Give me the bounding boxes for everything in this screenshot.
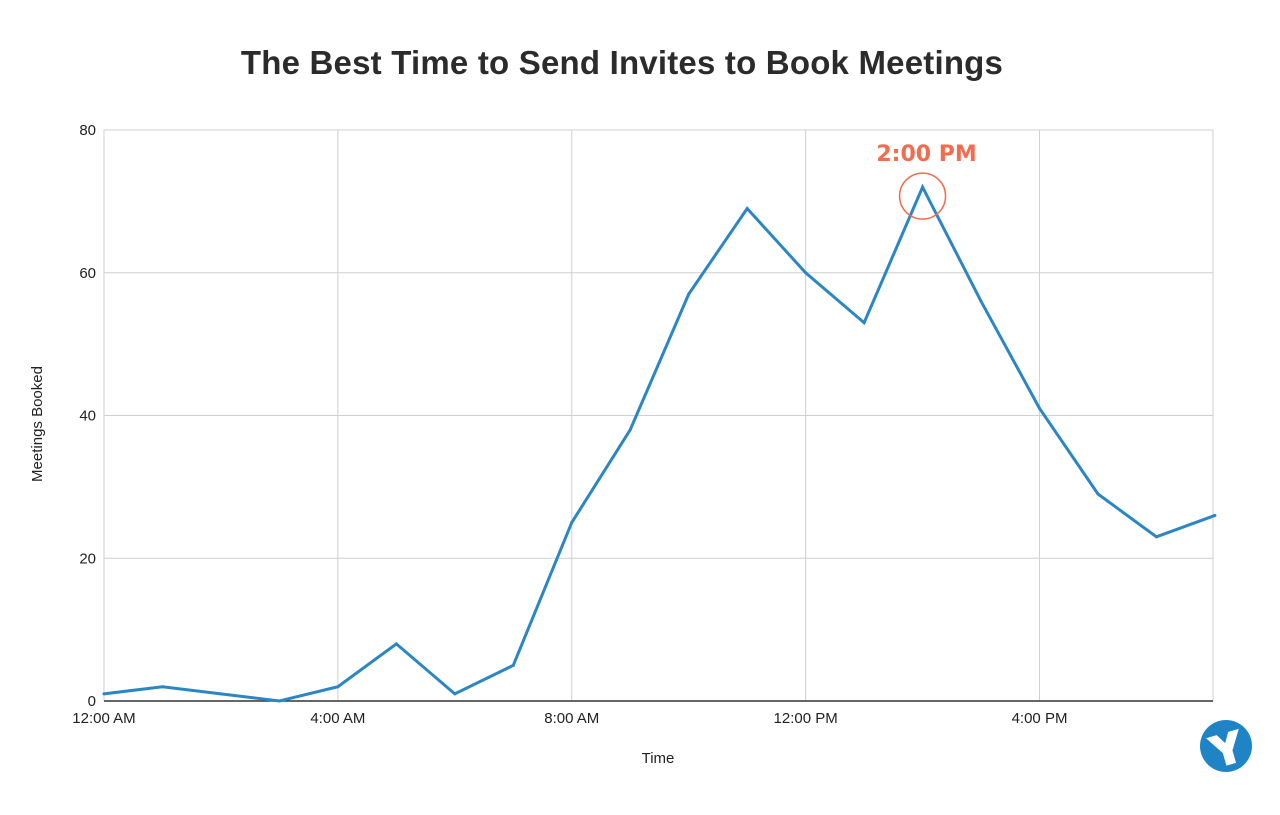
data-point (687, 292, 691, 296)
y-tick-label: 60 (79, 265, 96, 282)
y-tick-label: 20 (79, 550, 96, 567)
x-tick-label: 12:00 AM (72, 710, 135, 727)
data-point (102, 692, 106, 696)
y-axis-title: Meetings Booked (29, 366, 46, 482)
data-point (160, 685, 164, 689)
data-point (394, 642, 398, 646)
annotation-label: 2:00 PM (876, 142, 976, 167)
peak-annotation: 2:00 PM (876, 142, 977, 220)
tick-labels: 0 20 40 60 80 12:00 AM 4:00 AM 8:00 AM 12:00 PM 4… (72, 122, 1067, 727)
y-logo-icon (1200, 720, 1252, 772)
series-line-0 (103, 183, 1216, 703)
series-layer (102, 183, 1217, 703)
data-point (628, 428, 632, 432)
data-point (804, 271, 808, 275)
annotation-circle (898, 172, 947, 220)
y-tick-label: 80 (79, 122, 96, 139)
data-point (862, 321, 866, 325)
data-point (1096, 492, 1100, 496)
data-point (570, 521, 574, 525)
data-point (336, 685, 340, 689)
chart-title: The Best Time to Send Invites to Book Me… (240, 44, 1004, 81)
x-tick-label: 8:00 AM (544, 710, 599, 727)
x-tick-label: 12:00 PM (774, 710, 838, 727)
data-point (745, 207, 749, 211)
data-point (277, 699, 281, 703)
data-point (979, 299, 983, 303)
x-tick-label: 4:00 AM (310, 710, 365, 727)
logo-mark (1206, 728, 1239, 766)
y-tick-label: 0 (88, 693, 96, 710)
data-point (1154, 535, 1158, 539)
x-tick-label: 4:00 PM (1012, 710, 1068, 727)
y-tick-label: 40 (79, 408, 96, 425)
data-point (511, 663, 515, 667)
data-point (453, 692, 457, 696)
x-axis-title: Time (642, 750, 675, 767)
grid-lines (103, 129, 1214, 701)
data-point (219, 692, 223, 696)
data-point (921, 185, 925, 189)
data-point (1038, 406, 1042, 410)
data-point (1213, 513, 1217, 517)
